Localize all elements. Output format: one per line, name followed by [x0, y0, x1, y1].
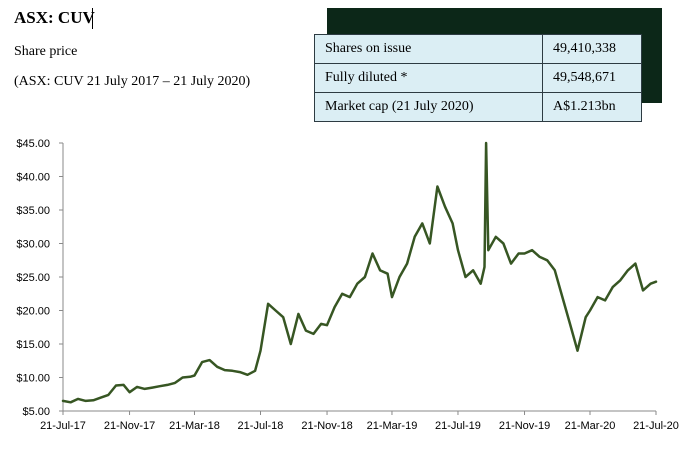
- stats-row: Shares on issue 49,410,338: [314, 34, 642, 64]
- y-tick-label: $25.00: [16, 272, 50, 284]
- x-tick-label: 21-Nov-19: [499, 420, 550, 432]
- stats-row: Market cap (21 July 2020) A$1.213bn: [314, 92, 642, 122]
- stats-row: Fully diluted * 49,548,671: [314, 63, 642, 93]
- y-tick-label: $30.00: [16, 239, 50, 251]
- stats-label: Fully diluted *: [314, 63, 543, 93]
- price-series-line: [61, 141, 658, 404]
- ticker-heading: ASX: CUV: [14, 8, 95, 27]
- y-tick-label: $35.00: [16, 205, 50, 217]
- y-tick-label: $10.00: [16, 373, 50, 385]
- x-tick-label: 21-Mar-20: [565, 420, 616, 432]
- text-cursor: [92, 8, 93, 29]
- stats-value: 49,410,338: [542, 34, 642, 64]
- y-tick-label: $20.00: [16, 306, 50, 318]
- x-tick-label: 21-Mar-19: [367, 420, 418, 432]
- y-tick-label: $40.00: [16, 172, 50, 184]
- y-tick-label: $15.00: [16, 339, 50, 351]
- chart-axes: $5.00 $10.00 $15.00 $20.00 $25.00 $30.00 $35.0…: [16, 138, 679, 432]
- x-tick-label: 21-Jul-19: [435, 420, 481, 432]
- y-tick-label: $5.00: [22, 406, 50, 418]
- x-tick-label: 21-Mar-18: [169, 420, 220, 432]
- stats-table: Shares on issue 49,410,338 Fully diluted…: [314, 34, 642, 122]
- x-tick-label: 21-Nov-17: [104, 420, 155, 432]
- stats-label: Shares on issue: [314, 34, 543, 64]
- stats-label: Market cap (21 July 2020): [314, 92, 543, 122]
- chart-plot: [61, 141, 658, 404]
- stats-value: 49,548,671: [542, 63, 642, 93]
- stats-value: A$1.213bn: [542, 92, 642, 122]
- date-range-label: (ASX: CUV 21 July 2017 – 21 July 2020): [14, 74, 251, 89]
- x-tick-label: 21-Nov-18: [301, 420, 352, 432]
- y-tick-label: $45.00: [16, 138, 50, 150]
- x-tick-label: 21-Jul-18: [238, 420, 284, 432]
- share-price-chart: $5.00 $10.00 $15.00 $20.00 $25.00 $30.00 $35.0…: [16, 138, 679, 432]
- share-price-label: Share price: [14, 44, 78, 59]
- x-tick-label: 21-Jul-17: [40, 420, 86, 432]
- x-tick-label: 21-Jul-20: [633, 420, 679, 432]
